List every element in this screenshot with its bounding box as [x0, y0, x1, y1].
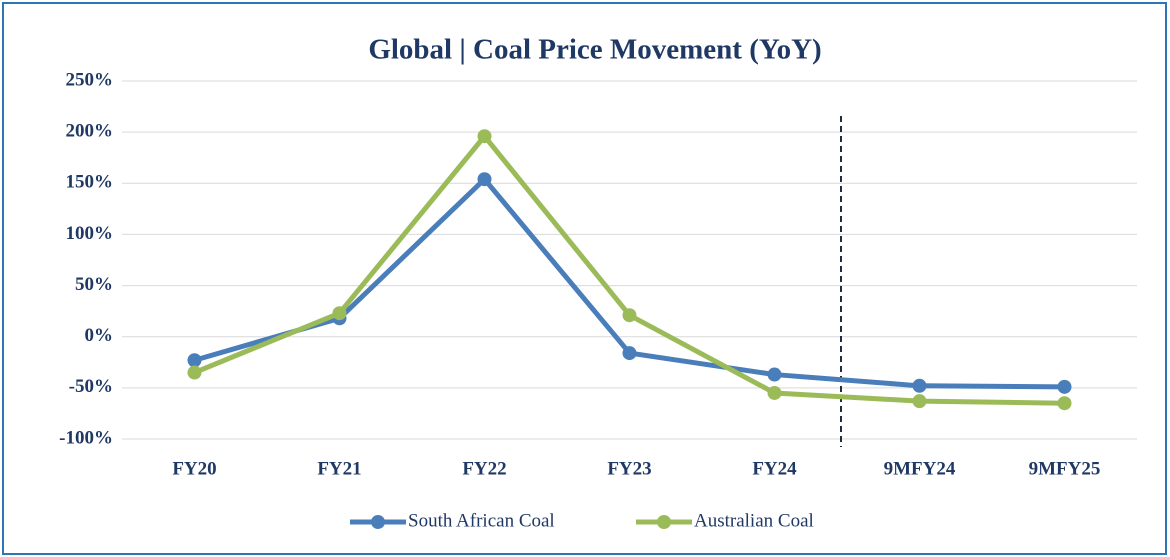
legend-label: South African Coal	[408, 510, 555, 531]
x-tick-label: FY22	[462, 458, 506, 479]
point	[912, 378, 927, 393]
chart-title: Global | Coal Price Movement (YoY)	[368, 34, 821, 66]
point	[187, 353, 202, 368]
point	[1057, 379, 1072, 394]
x-tick-label: FY24	[752, 458, 797, 479]
x-tick-label: FY23	[607, 458, 651, 479]
y-tick-label: 200%	[66, 121, 114, 142]
point	[767, 367, 782, 382]
series-line	[193, 133, 1065, 406]
point	[477, 172, 492, 187]
x-tick-label: 9MFY25	[1029, 458, 1101, 479]
y-tick-label: -100%	[59, 427, 113, 448]
y-tick-label: 150%	[66, 172, 114, 193]
point	[187, 365, 202, 380]
point	[477, 129, 492, 144]
point	[767, 385, 782, 400]
point	[332, 306, 347, 321]
y-tick-label: 250%	[66, 69, 114, 90]
legend-label: Australian Coal	[694, 510, 814, 531]
point	[1057, 396, 1072, 411]
legend-marker	[657, 515, 671, 529]
point	[622, 308, 637, 323]
y-tick-label: 0%	[85, 325, 114, 346]
legend-marker	[371, 515, 385, 529]
x-tick-label: FY20	[172, 458, 216, 479]
y-tick-label: 100%	[66, 223, 114, 244]
x-tick-label: 9MFY24	[884, 458, 956, 479]
point	[622, 346, 637, 361]
point	[912, 394, 927, 409]
y-tick-label: -50%	[69, 376, 113, 397]
y-tick-label: 50%	[75, 274, 113, 295]
x-tick-label: FY21	[317, 458, 361, 479]
